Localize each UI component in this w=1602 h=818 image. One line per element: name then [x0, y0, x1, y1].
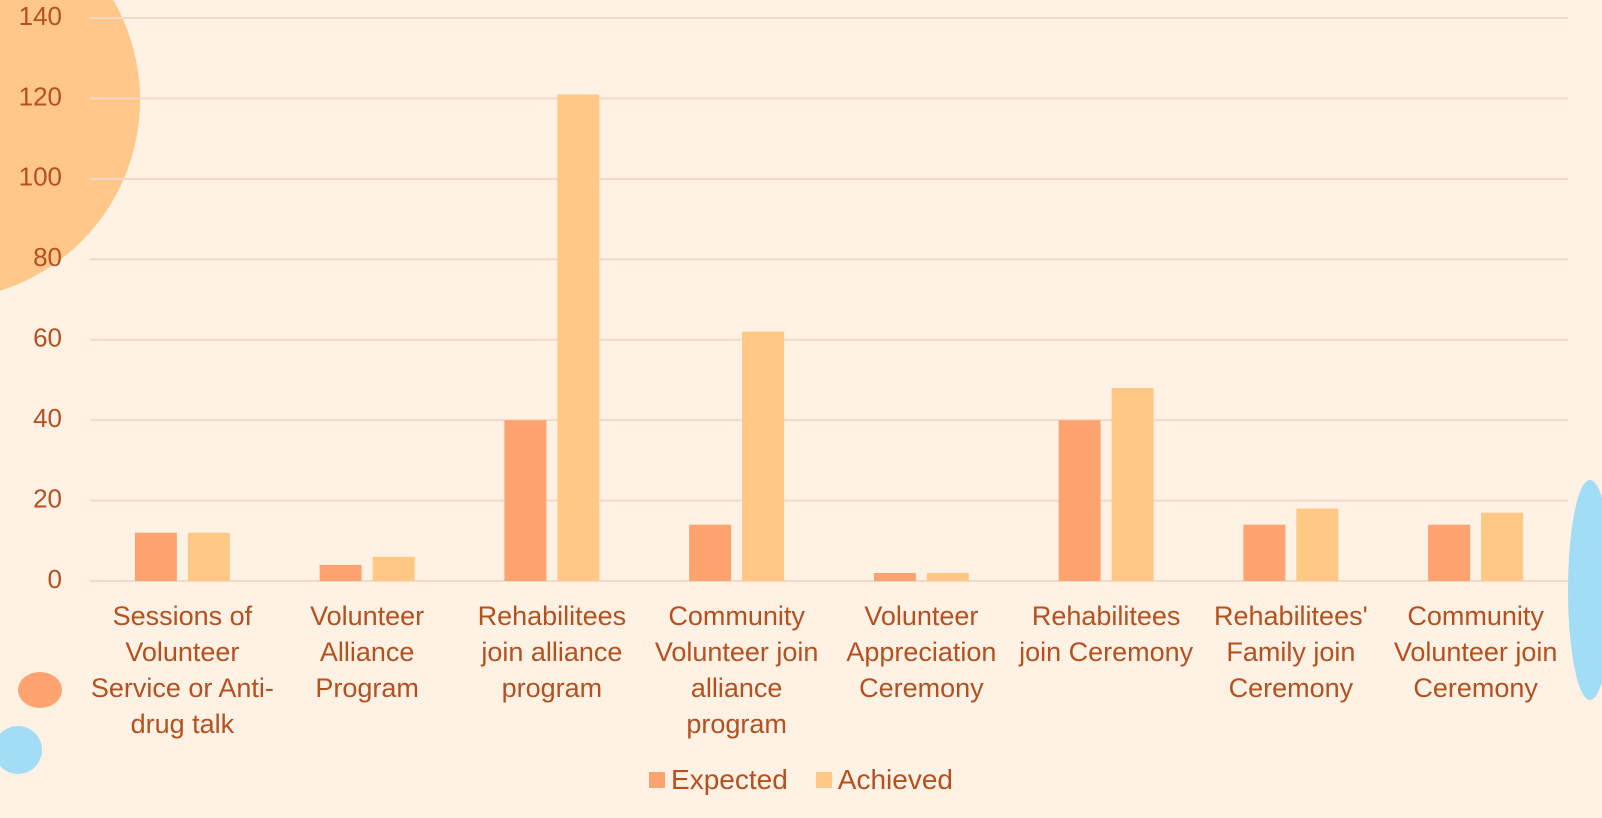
- legend-item: Achieved: [816, 764, 953, 796]
- x-tick-label: Volunteer Alliance Program: [275, 598, 459, 706]
- y-tick-label: 20: [33, 483, 62, 513]
- x-tick-label: Rehabilitees' Family join Ceremony: [1199, 598, 1383, 706]
- bar: [1481, 513, 1523, 581]
- legend-label: Expected: [671, 764, 788, 796]
- x-tick-label: Rehabilitees join alliance program: [460, 598, 644, 706]
- y-tick-label: 40: [33, 403, 62, 433]
- legend-item: Expected: [649, 764, 788, 796]
- bar: [874, 573, 916, 581]
- bar: [557, 94, 599, 581]
- x-tick-label: Community Volunteer join Ceremony: [1384, 598, 1568, 706]
- x-tick-label: Community Volunteer join alliance progra…: [645, 598, 829, 742]
- x-tick-label: Rehabilitees join Ceremony: [1014, 598, 1198, 670]
- decor-blob: [1568, 480, 1602, 700]
- bar: [373, 557, 415, 581]
- legend: Expected Achieved: [0, 764, 1602, 796]
- bar: [1059, 420, 1101, 581]
- decor-dot: [18, 672, 62, 708]
- bar: [1243, 525, 1285, 581]
- y-tick-label: 140: [19, 1, 62, 31]
- bar: [689, 525, 731, 581]
- bar: [1428, 525, 1470, 581]
- grid: 0 20 40 60 80 100 120 140: [19, 1, 1568, 594]
- bar: [927, 573, 969, 581]
- y-tick-label: 60: [33, 323, 62, 353]
- bar: [1296, 509, 1338, 581]
- bar: [742, 332, 784, 581]
- bar: [1112, 388, 1154, 581]
- x-tick-label: Sessions of Volunteer Service or Anti-dr…: [90, 598, 274, 742]
- bar: [504, 420, 546, 581]
- y-tick-label: 80: [33, 242, 62, 272]
- y-tick-label: 0: [48, 564, 62, 594]
- decor-circle: [0, 0, 140, 300]
- page: {"chart_data": {"type": "bar", "categori…: [0, 0, 1602, 818]
- bar: [320, 565, 362, 581]
- legend-swatch: [816, 772, 832, 788]
- y-tick-label: 120: [19, 81, 62, 111]
- bar: [135, 533, 177, 581]
- y-tick-label: 100: [19, 162, 62, 192]
- legend-label: Achieved: [838, 764, 953, 796]
- bar: [188, 533, 230, 581]
- x-tick-label: Volunteer Appreciation Ceremony: [829, 598, 1013, 706]
- legend-swatch: [649, 772, 665, 788]
- bars: [135, 94, 1523, 581]
